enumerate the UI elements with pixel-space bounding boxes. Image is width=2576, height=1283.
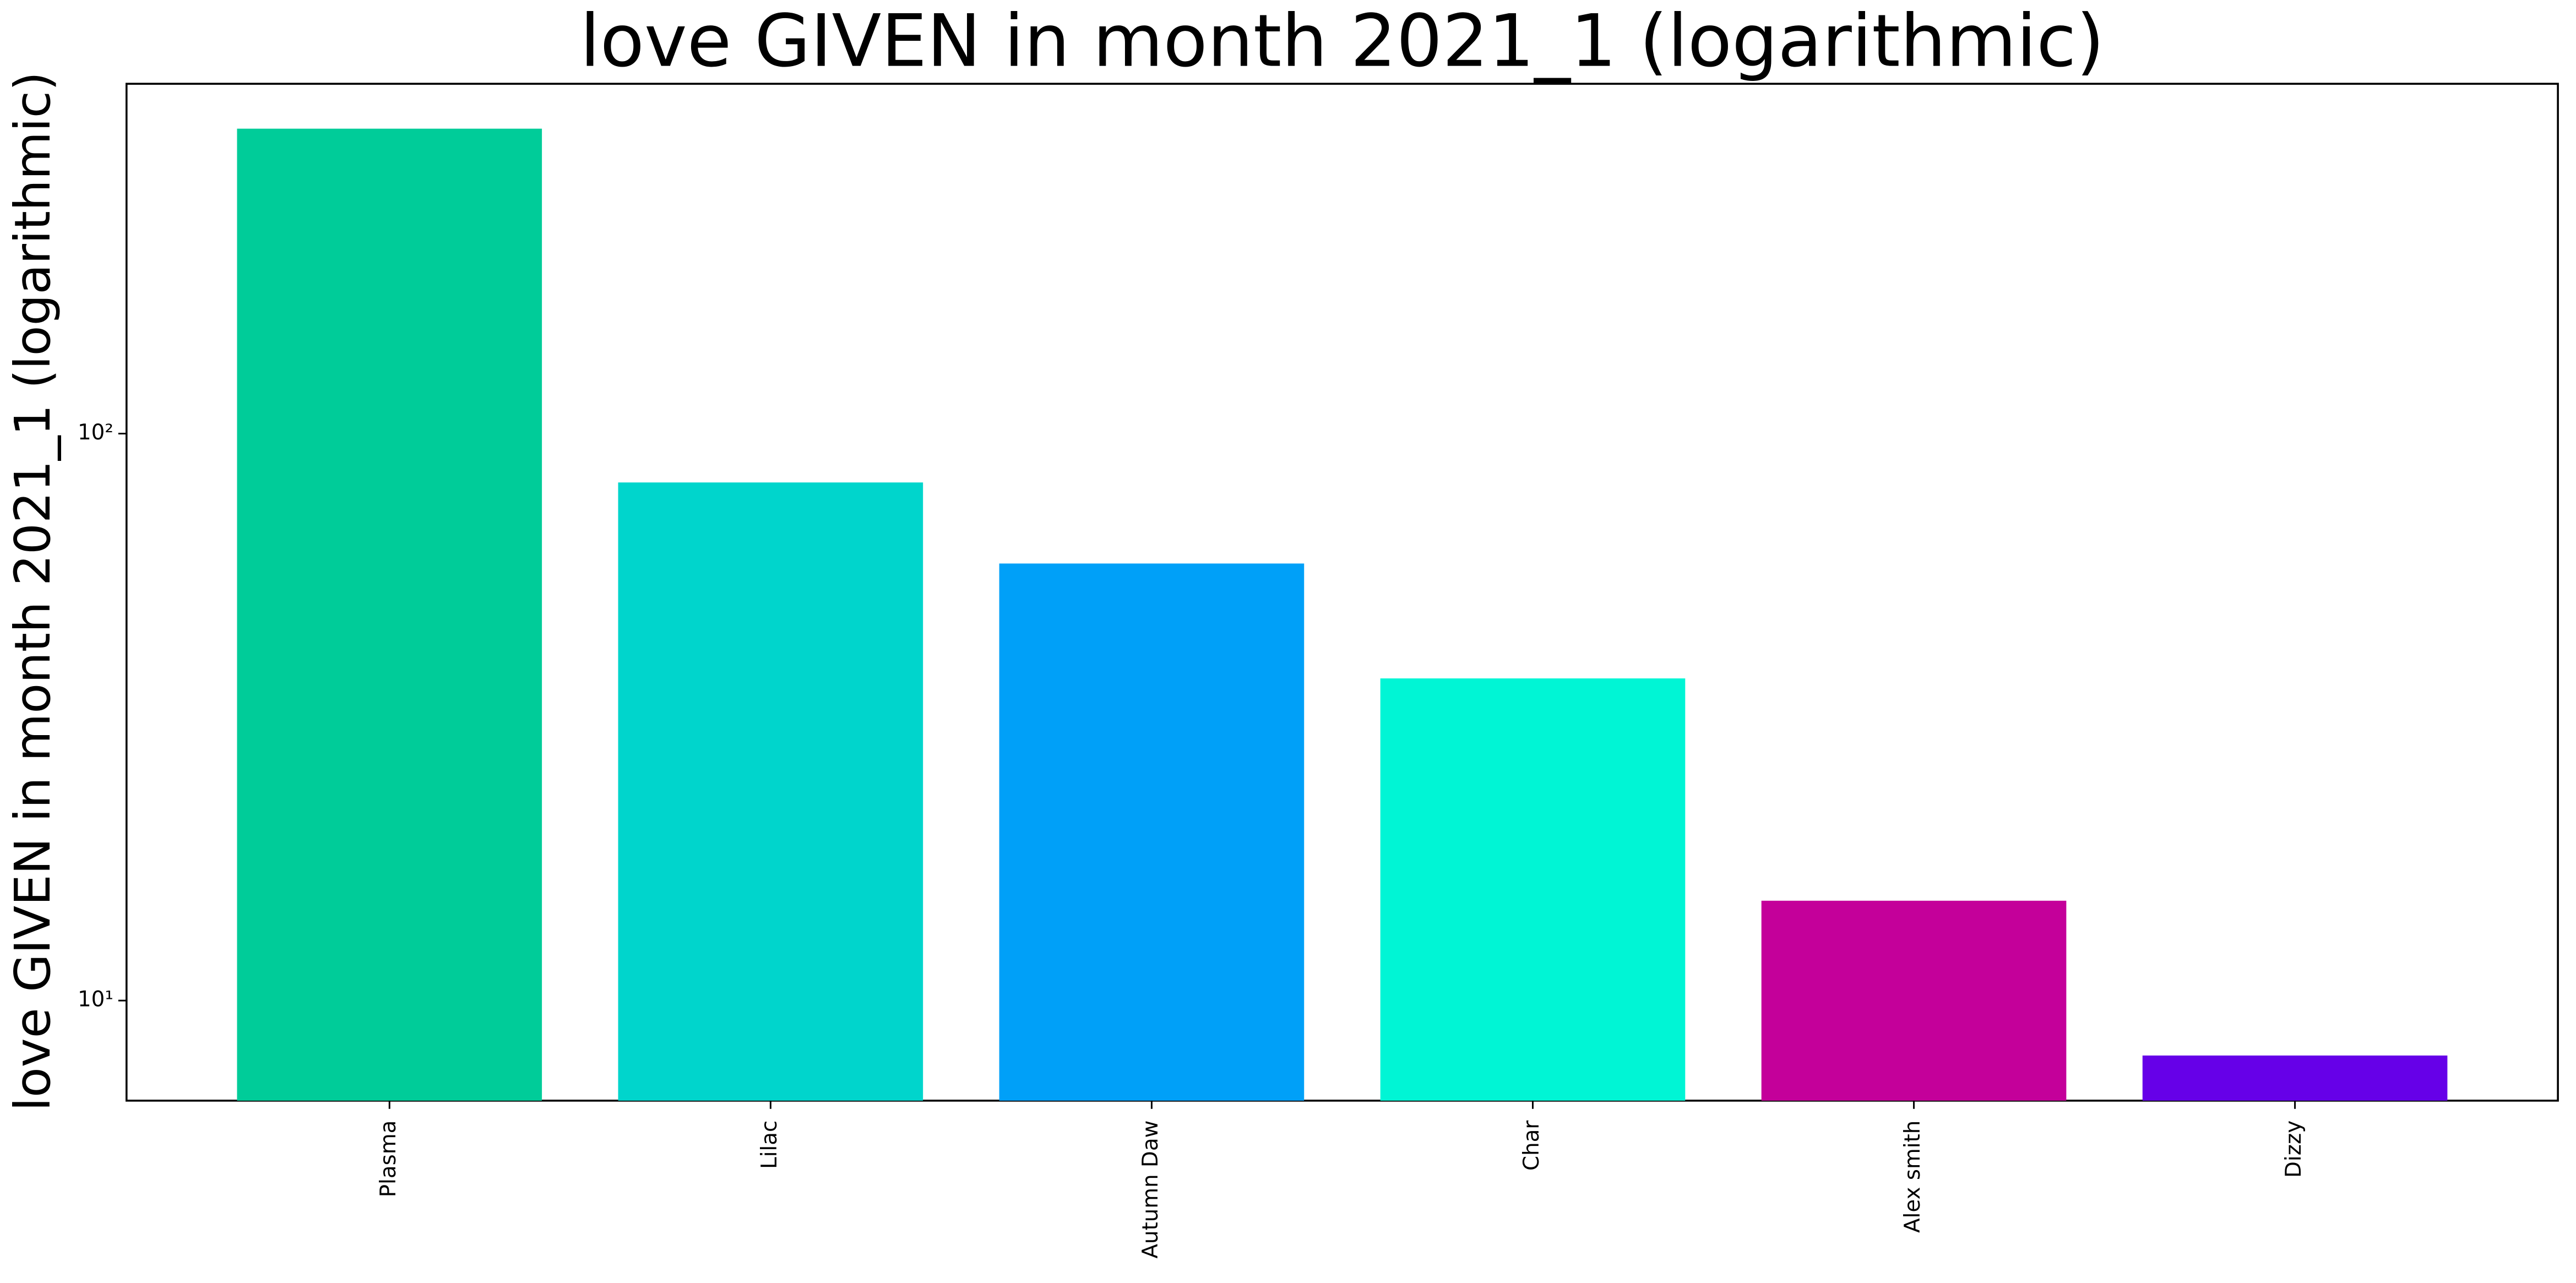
x-tick-label: Lilac bbox=[757, 1121, 782, 1169]
bar bbox=[237, 128, 542, 1101]
y-tick-label: 10¹ bbox=[78, 987, 113, 1012]
x-tick-label: Dizzy bbox=[2281, 1121, 2306, 1178]
bar bbox=[618, 482, 923, 1101]
x-tick-label: Plasma bbox=[376, 1121, 401, 1198]
bar bbox=[999, 563, 1305, 1101]
y-tick-label: 10² bbox=[78, 420, 113, 445]
x-tick-label: Alex smith bbox=[1900, 1121, 1925, 1233]
x-tick-label: Autumn Daw bbox=[1138, 1121, 1163, 1259]
bar bbox=[1761, 900, 2067, 1101]
y-axis-label: love GIVEN in month 2021_1 (logarithmic) bbox=[4, 72, 62, 1111]
bar bbox=[1380, 678, 1686, 1101]
x-tick-label: Char bbox=[1519, 1121, 1544, 1171]
bar bbox=[2142, 1055, 2448, 1101]
chart-title: love GIVEN in month 2021_1 (logarithmic) bbox=[580, 0, 2104, 83]
plot-frame bbox=[125, 83, 2559, 1102]
